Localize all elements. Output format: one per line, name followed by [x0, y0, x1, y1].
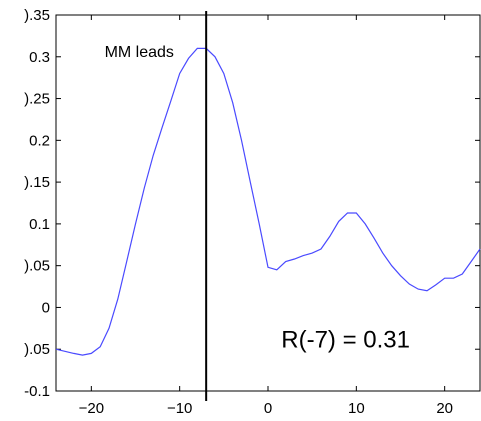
- y-tick-label: 0: [42, 299, 50, 316]
- y-tick-label: ).05: [24, 341, 50, 358]
- x-tick-label: 10: [348, 400, 365, 417]
- x-tick-label: 20: [436, 400, 453, 417]
- x-axis-ticks: −20 −10 0 10 20: [79, 15, 453, 417]
- series-group: [55, 47, 481, 356]
- series-line: [55, 47, 481, 356]
- y-tick-label: ).05: [24, 258, 50, 275]
- y-tick-label: 0.3: [29, 49, 50, 66]
- y-axis-ticks: ).35 0.3 ).25 0.2 ).15 0.1 ).05 0 ).05 -0.1: [24, 7, 480, 400]
- y-tick-label: 0.2: [29, 132, 50, 149]
- y-tick-label: 0.1: [29, 216, 50, 233]
- annotation-correlation: R(-7) = 0.31: [281, 327, 410, 354]
- y-tick-label: ).15: [24, 174, 50, 191]
- plot-area: [55, 14, 481, 392]
- x-tick-label: −20: [79, 400, 104, 417]
- x-tick-label: 0: [264, 400, 272, 417]
- y-tick-label: -0.1: [24, 383, 50, 400]
- annotation-mm-leads: MM leads: [105, 44, 174, 61]
- y-tick-label: ).35: [24, 7, 50, 24]
- x-tick-label: −10: [167, 400, 192, 417]
- y-tick-label: ).25: [24, 91, 50, 108]
